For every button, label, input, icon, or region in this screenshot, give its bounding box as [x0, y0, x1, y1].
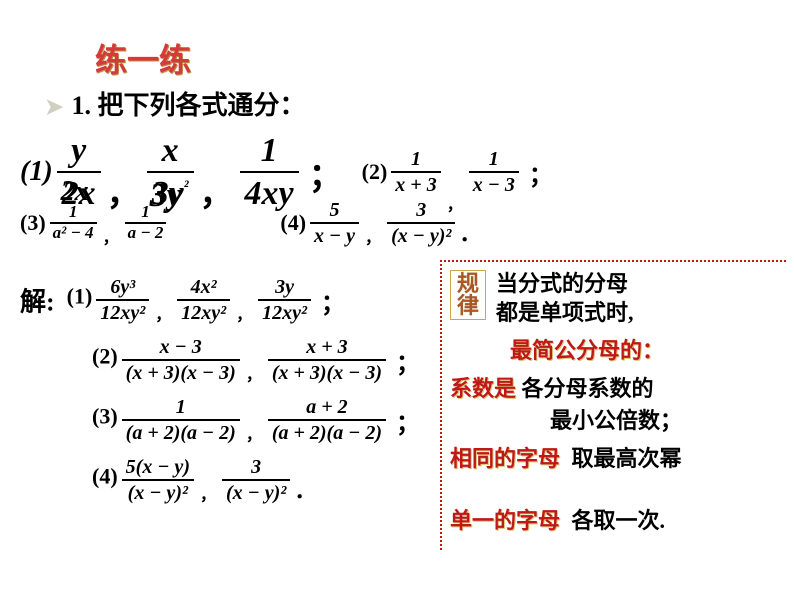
rules-heading: 最简公分母的： [450, 333, 786, 365]
s3-f2-bot: (a + 2)(a − 2) [268, 421, 386, 445]
problem-statement: ➤ 1. 把下列各式通分： [45, 85, 305, 122]
problem-text: 1. 把下列各式通分： [71, 91, 305, 120]
rules-intro-2: 都是单项式时, [496, 300, 634, 325]
comma: ， [246, 367, 262, 384]
q4-f2-bot: (x − y)² [387, 224, 455, 248]
s4-label: (4) [92, 464, 118, 489]
solution-3: (3) 1 (a + 2)(a − 2) ， a + 2 (a + 2)(a −… [92, 395, 420, 445]
q4-frac2: 3 (x − y)² [387, 198, 455, 248]
q3-frac1: 1 a² − 4 [50, 203, 97, 242]
s4-f1-top: 5(x − y) [122, 455, 194, 481]
semicolon: ； [396, 411, 420, 437]
period: ． [459, 221, 481, 246]
s3-frac2: a + 2 (a + 2)(a − 2) [268, 395, 386, 445]
s2-f1-bot: (x + 3)(x − 3) [122, 361, 240, 385]
s1-f2-top: 4x² [177, 275, 230, 301]
s2-f1-top: x − 3 [122, 335, 240, 361]
s3-f1-bot: (a + 2)(a − 2) [122, 421, 240, 445]
solution-1: 解: (1) 6y³ 12xy² ， 4x² 12xy² ， 3y 12xy² … [20, 275, 420, 325]
q3-label: (3) [20, 210, 46, 235]
solution-4: (4) 5(x − y) (x − y)² ， 3 (x − y)² ． [92, 455, 420, 505]
q1-f3-top: 1 [240, 130, 299, 173]
s1-f1-top: 6y³ [96, 275, 149, 301]
semicolon: ； [529, 163, 553, 189]
q2-frac1: 1 x + 3 [391, 147, 440, 197]
q3-f1-top: 1 [50, 203, 97, 224]
s4-f2-bot: (x − y)² [222, 481, 290, 505]
bullet-icon: ➤ [45, 94, 63, 120]
rule-3-val: 各取一次. [572, 508, 666, 533]
semicolon: ； [309, 158, 343, 195]
period: ． [294, 478, 316, 503]
s3-label: (3) [92, 404, 118, 429]
questions-row-2: (3) 1 a² − 4 ， 1 a − 2 (4) 5 x − y ， 3 (… [20, 198, 780, 248]
comma: ， [236, 307, 252, 324]
rule-3-key: 单一的字母 [450, 508, 560, 533]
jie-label: 解: [20, 288, 55, 317]
q2-f2-bot: x − 3 [469, 173, 519, 197]
q2-f1-bot: x + 3 [391, 173, 440, 197]
q2-f2-top: 1 [469, 147, 519, 173]
q4-f2-top: 3 [387, 198, 455, 224]
rule-1: 系数是 各分母系数的 最小公倍数； [450, 371, 786, 435]
rules-intro-1: 当分式的分母 [496, 271, 628, 296]
q2-frac2: 1 x − 3 [469, 147, 519, 197]
s2-f2-bot: (x + 3)(x − 3) [268, 361, 386, 385]
s4-f2-top: 3 [222, 455, 290, 481]
q1-f1-top: y [57, 130, 101, 173]
s3-f2-top: a + 2 [268, 395, 386, 421]
q4-label: (4) [280, 210, 306, 235]
q3-f1-bot: a² − 4 [50, 224, 97, 243]
rules-heading-text: 最简公分母的： [510, 338, 664, 363]
s1-frac1: 6y³ 12xy² [96, 275, 149, 325]
rules-box: 规律 当分式的分母 都是单项式时, 最简公分母的： 系数是 各分母系数的 最小公… [440, 260, 786, 550]
rule-2: 相同的字母 取最高次幂 [450, 441, 786, 473]
page-title: 练一练 [95, 35, 191, 81]
q4-frac1: 5 x − y [310, 198, 359, 248]
q3-frac2: 1 a − 2 [125, 203, 167, 242]
s4-f1-bot: (x − y)² [122, 481, 194, 505]
s4-frac2: 3 (x − y)² [222, 455, 290, 505]
rule-2-val: 取最高次幂 [572, 446, 682, 471]
rules-intro: 当分式的分母 都是单项式时, [496, 270, 776, 327]
rule-3: 单一的字母 各取一次. [450, 503, 786, 535]
solutions: 解: (1) 6y³ 12xy² ， 4x² 12xy² ， 3y 12xy² … [20, 275, 420, 515]
s1-f2-bot: 12xy² [177, 301, 230, 325]
semicolon: ； [321, 291, 345, 317]
q1-f2-top: x [147, 130, 194, 173]
semicolon: ； [396, 351, 420, 377]
s1-frac3: 3y 12xy² [258, 275, 311, 325]
rule-1-key: 系数是 [450, 376, 516, 401]
s2-frac2: x + 3 (x + 3)(x − 3) [268, 335, 386, 385]
comma: ， [200, 487, 216, 504]
q3-f2-top: 1 [125, 203, 167, 224]
q2-label: (2) [362, 159, 388, 184]
q4-f1-bot: x − y [310, 224, 359, 248]
s3-f1-top: 1 [122, 395, 240, 421]
s2-f2-top: x + 3 [268, 335, 386, 361]
solution-2: (2) x − 3 (x + 3)(x − 3) ， x + 3 (x + 3)… [92, 335, 420, 385]
s1-frac2: 4x² 12xy² [177, 275, 230, 325]
rule-1-val2: 最小公倍数； [550, 408, 682, 433]
rule-2-key: 相同的字母 [450, 446, 560, 471]
q3-f2-bot: a − 2 [125, 224, 167, 243]
rule-1-val1: 各分母系数的 [522, 376, 654, 401]
s2-label: (2) [92, 344, 118, 369]
s1-f1-bot: 12xy² [96, 301, 149, 325]
s1-f3-bot: 12xy² [258, 301, 311, 325]
q4-f1-top: 5 [310, 198, 359, 224]
q1-label: (1) [20, 156, 53, 187]
comma: ， [155, 307, 171, 324]
comma: ， [365, 230, 381, 247]
s2-frac1: x − 3 (x + 3)(x − 3) [122, 335, 240, 385]
s1-f3-top: 3y [258, 275, 311, 301]
s1-label: (1) [67, 284, 93, 309]
s4-frac1: 5(x − y) (x − y)² [122, 455, 194, 505]
q2-f1-top: 1 [391, 147, 440, 173]
comma: ， [103, 230, 119, 247]
comma: ， [246, 427, 262, 444]
rules-title: 规律 [450, 270, 486, 320]
s3-frac1: 1 (a + 2)(a − 2) [122, 395, 240, 445]
